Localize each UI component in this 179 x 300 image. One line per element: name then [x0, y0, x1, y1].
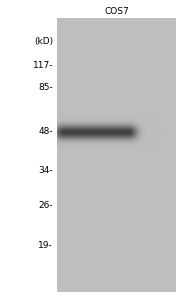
- Text: 48-: 48-: [38, 127, 53, 136]
- Text: 26-: 26-: [38, 201, 53, 210]
- Text: 85-: 85-: [38, 83, 53, 92]
- Text: 34-: 34-: [38, 166, 53, 175]
- Text: 117-: 117-: [33, 61, 53, 70]
- Text: COS7: COS7: [104, 8, 129, 16]
- Text: 19-: 19-: [38, 241, 53, 250]
- Text: (kD): (kD): [34, 37, 53, 46]
